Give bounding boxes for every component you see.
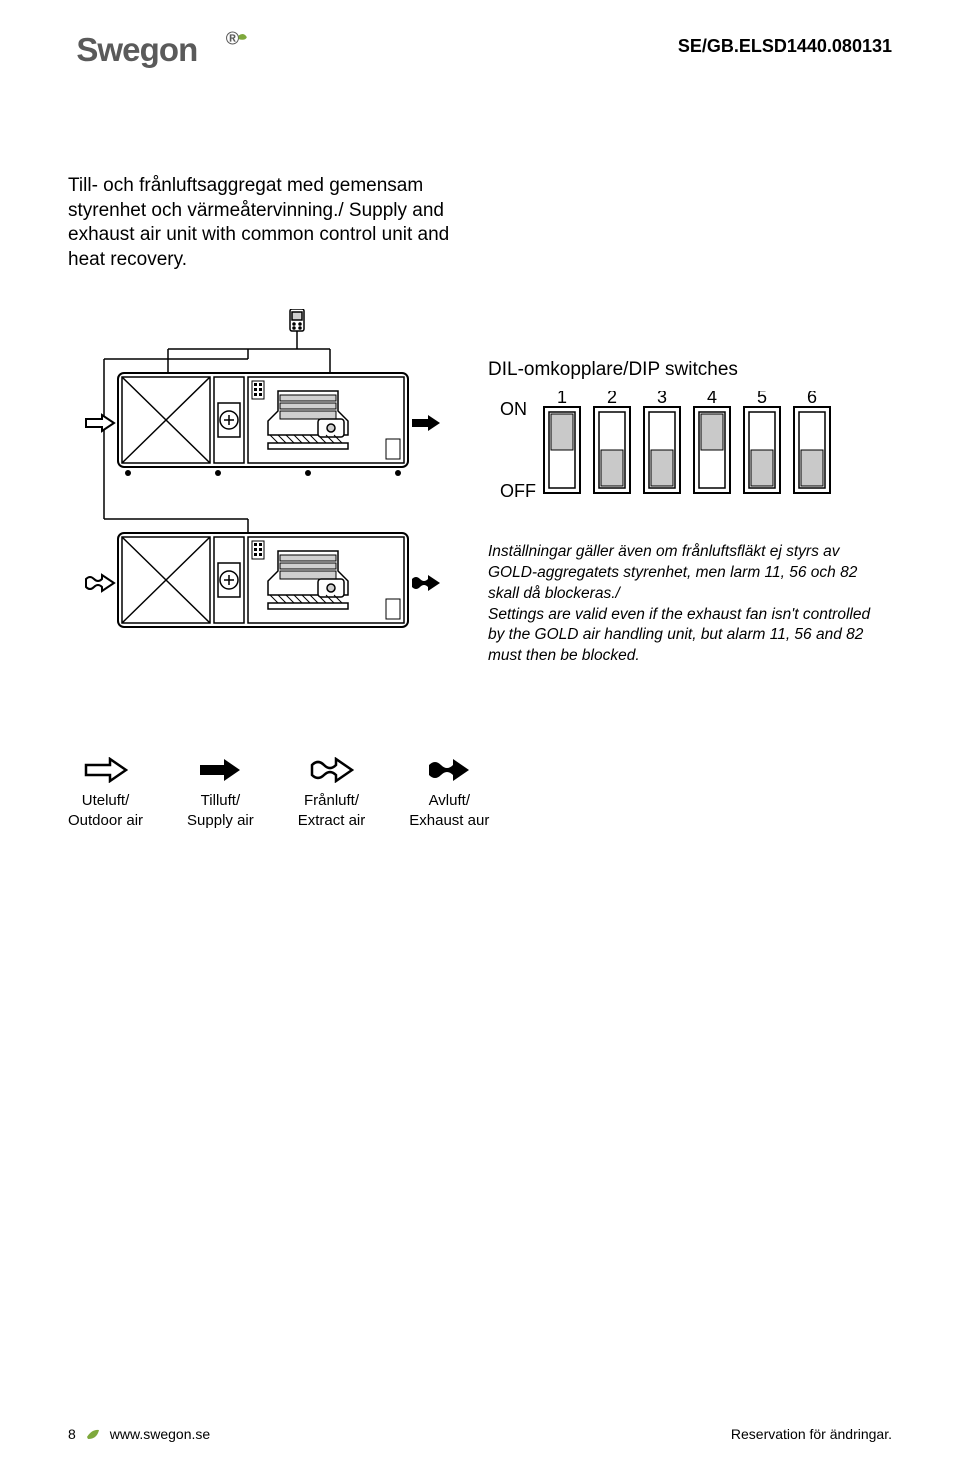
legend-supply-l2: Supply air bbox=[187, 812, 254, 829]
outdoor-air-icon bbox=[84, 757, 128, 783]
svg-text:®: ® bbox=[226, 30, 240, 49]
svg-text:Swegon: Swegon bbox=[76, 31, 197, 68]
legend-outdoor-l1: Uteluft/ bbox=[82, 792, 130, 809]
legend-extract: Frånluft/ Extract air bbox=[298, 757, 366, 830]
note-en: Settings are valid even if the exhaust f… bbox=[488, 606, 870, 665]
legend-outdoor-l2: Outdoor air bbox=[68, 812, 143, 829]
intro-text: Till- och frånluftsaggregat med gemensam… bbox=[68, 174, 468, 273]
legend-outdoor: Uteluft/ Outdoor air bbox=[68, 757, 143, 830]
svg-text:3: 3 bbox=[657, 391, 667, 407]
settings-note: Inställningar gäller även om frånluftsfl… bbox=[488, 542, 888, 668]
legend-exhaust-l1: Avluft/ bbox=[429, 792, 470, 809]
svg-text:1: 1 bbox=[557, 391, 567, 407]
extract-air-icon bbox=[310, 757, 354, 783]
footer-url: www.swegon.se bbox=[110, 1426, 210, 1442]
svg-text:5: 5 bbox=[757, 391, 767, 407]
exhaust-air-icon bbox=[427, 757, 471, 783]
page-number: 8 bbox=[68, 1426, 76, 1442]
swegon-logo: Swegon ® bbox=[68, 30, 268, 74]
svg-text:ON: ON bbox=[500, 399, 527, 419]
legend-exhaust: Avluft/ Exhaust aur bbox=[409, 757, 489, 830]
document-id: SE/GB.ELSD1440.080131 bbox=[678, 36, 892, 57]
legend-extract-l1: Frånluft/ bbox=[304, 792, 359, 809]
leaf-icon bbox=[86, 1427, 100, 1441]
footer-right: Reservation för ändringar. bbox=[731, 1426, 892, 1442]
svg-text:6: 6 bbox=[807, 391, 817, 407]
note-sv: Inställningar gäller även om frånluftsfl… bbox=[488, 543, 857, 602]
supply-air-icon bbox=[198, 757, 242, 783]
svg-text:OFF: OFF bbox=[500, 481, 536, 501]
svg-text:4: 4 bbox=[707, 391, 717, 407]
legend-supply-l1: Tilluft/ bbox=[201, 792, 240, 809]
dip-switch-diagram: ON OFF 1 2 3 4 5 6 bbox=[488, 391, 858, 521]
dip-title: DIL-omkopplare/DIP switches bbox=[488, 359, 892, 381]
legend-exhaust-l2: Exhaust aur bbox=[409, 812, 489, 829]
legend-supply: Tilluft/ Supply air bbox=[187, 757, 254, 830]
legend-extract-l2: Extract air bbox=[298, 812, 366, 829]
arrow-legend: Uteluft/ Outdoor air Tilluft/ Supply air… bbox=[68, 757, 892, 830]
svg-text:2: 2 bbox=[607, 391, 617, 407]
unit-schematic bbox=[68, 309, 448, 629]
